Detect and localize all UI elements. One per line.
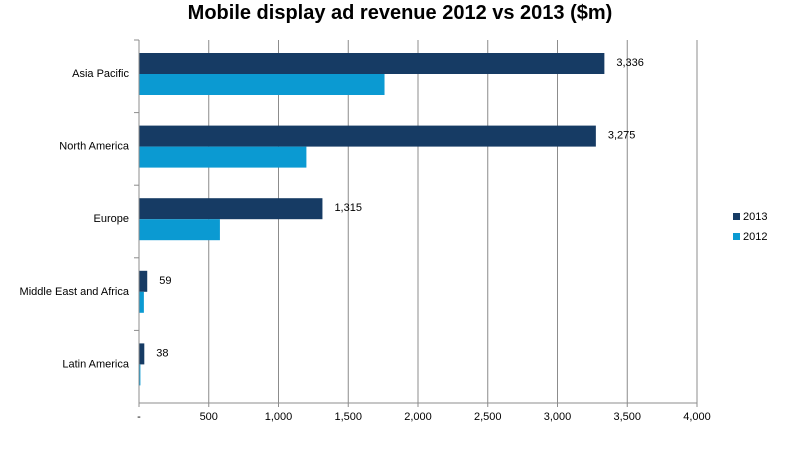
legend-label: 2012 <box>743 231 767 243</box>
category-label: North America <box>59 141 130 153</box>
x-tick-label: 1,000 <box>265 411 293 423</box>
x-tick-label: 2,500 <box>474 411 502 423</box>
legend-label: 2013 <box>743 211 767 223</box>
bars <box>139 53 605 386</box>
x-tick-label: 1,500 <box>334 411 362 423</box>
x-tick-label: - <box>137 411 141 423</box>
x-tick-label: 2,000 <box>404 411 432 423</box>
bar-2012 <box>139 291 144 313</box>
bar-2013 <box>139 343 145 365</box>
x-tick-label: 3,500 <box>613 411 641 423</box>
legend-swatch-2012 <box>733 233 740 240</box>
category-axis: Asia Pacific North America Europe Middle Ea… <box>20 68 130 370</box>
bar-2013 <box>139 270 148 292</box>
category-label: Asia Pacific <box>72 68 129 80</box>
data-label: 38 <box>156 347 168 359</box>
x-axis: - 500 1,000 1,500 2,000 2,500 3,000 3,500 4,000 <box>134 39 711 423</box>
data-labels: 3,336 3,275 1,315 59 38 <box>156 57 644 359</box>
data-label: 59 <box>159 275 171 287</box>
bar-2012 <box>139 364 141 386</box>
bar-2012 <box>139 146 307 168</box>
x-tick-label: 500 <box>200 411 218 423</box>
category-label: Europe <box>94 213 129 225</box>
bar-2013 <box>139 53 605 74</box>
data-label: 1,315 <box>334 202 362 214</box>
category-label: Middle East and Africa <box>20 286 130 298</box>
x-tick-label: 4,000 <box>683 411 711 423</box>
bar-2012 <box>139 219 220 241</box>
chart-title: Mobile display ad revenue 2012 vs 2013 (… <box>187 2 613 24</box>
bar-2012 <box>139 74 385 95</box>
data-label: 3,275 <box>608 130 636 142</box>
legend-swatch-2013 <box>733 213 740 220</box>
data-label: 3,336 <box>616 57 644 69</box>
bar-2013 <box>139 125 596 147</box>
category-label: Latin America <box>62 358 130 370</box>
legend: 2013 2012 <box>733 211 767 243</box>
x-tick-label: 3,000 <box>544 411 572 423</box>
bar-2013 <box>139 198 323 220</box>
